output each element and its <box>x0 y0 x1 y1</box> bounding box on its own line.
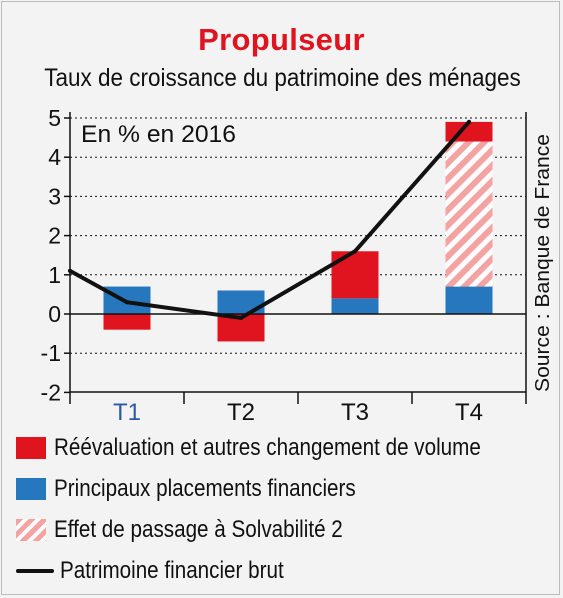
line-point <box>239 315 243 320</box>
chart-subtitle: Taux de croissance du patrimoine des mén… <box>44 64 521 92</box>
legend-swatch-line <box>16 569 54 573</box>
y-tick-label: 5 <box>48 105 61 131</box>
line-point <box>467 119 471 124</box>
x-tick-label: T1 <box>113 399 141 426</box>
source-note: Source : Banque de France <box>532 134 554 392</box>
unit-note: En % en 2016 <box>81 121 236 148</box>
y-tick-label: 2 <box>48 223 61 249</box>
y-tick-label: -1 <box>41 340 61 366</box>
bars-group <box>103 121 493 342</box>
tick-labels: -2 -1 0 1 2 3 4 5 T1 T2 T3 T4 <box>41 105 483 426</box>
line-point <box>125 300 129 305</box>
legend-swatch-blue <box>16 478 46 500</box>
legend-label: Réévaluation et autres changement de vol… <box>54 434 481 461</box>
bar-segment <box>331 298 379 314</box>
bar-segment <box>445 141 493 287</box>
bar-segment <box>217 290 265 314</box>
legend-swatch-hatch <box>16 519 46 541</box>
axes-group <box>64 112 527 404</box>
line-series <box>68 119 471 320</box>
legend-label: Effet de passage à Solvabilité 2 <box>54 516 343 543</box>
x-tick-label: T4 <box>455 399 483 426</box>
legend-item-solvabilite: Effet de passage à Solvabilité 2 <box>16 515 390 545</box>
legend-label: Patrimoine financier brut <box>60 557 284 584</box>
y-tick-label: 3 <box>48 183 61 209</box>
y-tick-label: 4 <box>48 144 61 170</box>
legend-swatch-red <box>16 437 46 459</box>
line-point <box>353 249 357 254</box>
legend-item-patrimoine: Patrimoine financier brut <box>16 556 320 586</box>
y-tick-label: 0 <box>48 301 61 327</box>
legend-item-revaluation: Réévaluation et autres changement de vol… <box>16 433 550 463</box>
y-tick-label: 1 <box>48 262 61 288</box>
bar-segment <box>331 251 379 299</box>
x-tick-label: T2 <box>227 399 255 426</box>
x-tick-label: T3 <box>341 399 369 426</box>
y-tick-label: -2 <box>41 379 61 405</box>
legend-item-placements: Principaux placements financiers <box>16 474 405 504</box>
bar-segment <box>103 314 151 330</box>
legend-label: Principaux placements financiers <box>54 475 356 502</box>
bar-segment <box>445 286 493 314</box>
chart-title: Propulseur <box>198 22 365 57</box>
line-point <box>68 268 72 273</box>
